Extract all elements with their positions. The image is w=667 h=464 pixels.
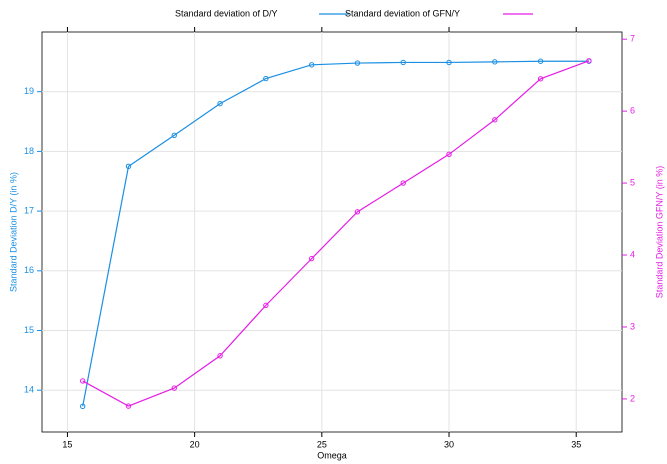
y-tick-label: 15 [24,325,34,335]
point [354,209,361,215]
x-tick-label: 25 [317,439,327,449]
point [125,163,132,170]
point [537,76,544,82]
point [171,385,177,391]
y-axis-label: Standard Deviation D/Y (in %) [8,172,18,292]
point [400,59,406,66]
x-axis-label: Omega [317,450,347,460]
point [263,75,269,82]
point [537,58,544,64]
point [446,151,452,158]
point [171,132,177,138]
x-tick-label: 30 [444,439,454,449]
point [80,403,86,410]
x-tick-label: 15 [62,439,72,449]
point [492,59,498,65]
x-tick-label: 35 [571,439,581,449]
point [125,403,132,409]
x-tick-label: 20 [190,439,200,449]
point [446,59,452,66]
point [400,180,406,186]
y2-tick-label: 5 [630,177,635,187]
point [492,117,498,123]
y2-axis-label: Standard Deviation GFN/Y (in %) [654,166,664,298]
y2-tick-label: 4 [630,249,635,259]
legend-label: Standard deviation of D/Y [175,8,278,18]
point [217,353,223,359]
y-tick-label: 19 [24,86,34,96]
point [308,62,315,68]
plot-frame [41,31,623,433]
point [308,255,315,262]
legend-label: Standard deviation of GFN/Y [345,8,460,18]
y2-tick-label: 3 [630,321,635,331]
y2-tick-label: 2 [630,393,635,403]
y-tick-label: 18 [24,146,34,156]
y-tick-label: 17 [24,205,34,215]
series-line [82,60,589,407]
y-tick-label: 16 [24,265,34,275]
y2-tick-label: 7 [630,34,635,44]
y2-tick-label: 6 [630,106,635,116]
series-line [82,60,590,407]
point [263,302,269,309]
point [80,378,86,384]
y-tick-label: 14 [24,385,34,395]
point [586,58,592,64]
point [354,60,361,66]
point [217,100,223,107]
